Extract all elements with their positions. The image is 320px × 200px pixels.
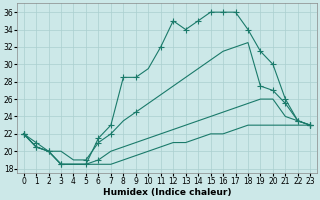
- X-axis label: Humidex (Indice chaleur): Humidex (Indice chaleur): [103, 188, 231, 197]
